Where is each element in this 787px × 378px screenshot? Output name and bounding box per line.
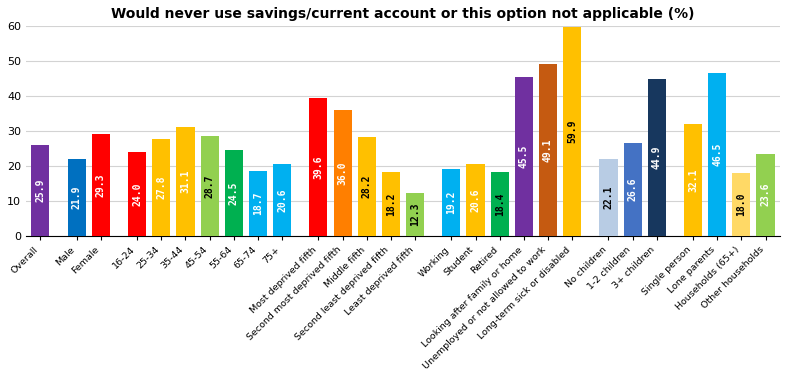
Text: 46.5: 46.5 bbox=[712, 143, 722, 166]
Text: 20.6: 20.6 bbox=[471, 188, 481, 212]
Text: 20.6: 20.6 bbox=[277, 188, 287, 212]
Text: 31.1: 31.1 bbox=[180, 170, 190, 194]
Text: 59.9: 59.9 bbox=[567, 119, 577, 143]
Text: 21.9: 21.9 bbox=[72, 186, 82, 209]
Bar bbox=[539, 64, 557, 236]
Text: 23.6: 23.6 bbox=[760, 183, 770, 206]
Text: 28.2: 28.2 bbox=[362, 175, 371, 198]
Text: 25.9: 25.9 bbox=[35, 179, 46, 203]
Bar bbox=[176, 127, 194, 236]
Bar bbox=[442, 169, 460, 236]
Bar bbox=[92, 133, 110, 236]
Bar bbox=[406, 193, 424, 236]
Bar bbox=[225, 150, 243, 236]
Text: 12.3: 12.3 bbox=[410, 203, 420, 226]
Bar bbox=[733, 173, 751, 236]
Bar bbox=[273, 164, 291, 236]
Text: 18.4: 18.4 bbox=[495, 192, 504, 215]
Bar bbox=[309, 98, 327, 236]
Bar bbox=[515, 77, 533, 236]
Bar bbox=[31, 146, 50, 236]
Bar bbox=[68, 160, 86, 236]
Text: 29.3: 29.3 bbox=[96, 173, 106, 197]
Text: 18.7: 18.7 bbox=[253, 192, 263, 215]
Text: 22.1: 22.1 bbox=[604, 186, 613, 209]
Bar bbox=[334, 110, 352, 236]
Bar bbox=[490, 172, 508, 236]
Bar bbox=[152, 139, 170, 236]
Text: 49.1: 49.1 bbox=[543, 138, 553, 162]
Text: 19.2: 19.2 bbox=[446, 191, 456, 214]
Bar bbox=[623, 143, 641, 236]
Title: Would never use savings/current account or this option not applicable (%): Would never use savings/current account … bbox=[111, 7, 695, 21]
Text: 45.5: 45.5 bbox=[519, 145, 529, 168]
Text: 18.0: 18.0 bbox=[737, 193, 746, 216]
Bar bbox=[249, 170, 267, 236]
Bar bbox=[756, 153, 774, 236]
Bar bbox=[648, 79, 666, 236]
Bar bbox=[382, 172, 400, 236]
Bar bbox=[357, 138, 376, 236]
Text: 18.2: 18.2 bbox=[386, 192, 396, 216]
Text: 24.5: 24.5 bbox=[229, 181, 238, 205]
Bar bbox=[708, 73, 726, 236]
Bar bbox=[600, 159, 618, 236]
Bar bbox=[128, 152, 146, 236]
Bar bbox=[684, 124, 702, 236]
Text: 24.0: 24.0 bbox=[132, 182, 142, 206]
Text: 32.1: 32.1 bbox=[688, 168, 698, 192]
Text: 26.6: 26.6 bbox=[627, 178, 637, 201]
Text: 36.0: 36.0 bbox=[338, 161, 348, 185]
Text: 28.7: 28.7 bbox=[205, 174, 215, 198]
Text: 39.6: 39.6 bbox=[313, 155, 323, 178]
Bar bbox=[563, 26, 582, 236]
Bar bbox=[201, 136, 219, 236]
Text: 27.8: 27.8 bbox=[157, 176, 166, 199]
Text: 44.9: 44.9 bbox=[652, 146, 662, 169]
Bar bbox=[467, 164, 485, 236]
